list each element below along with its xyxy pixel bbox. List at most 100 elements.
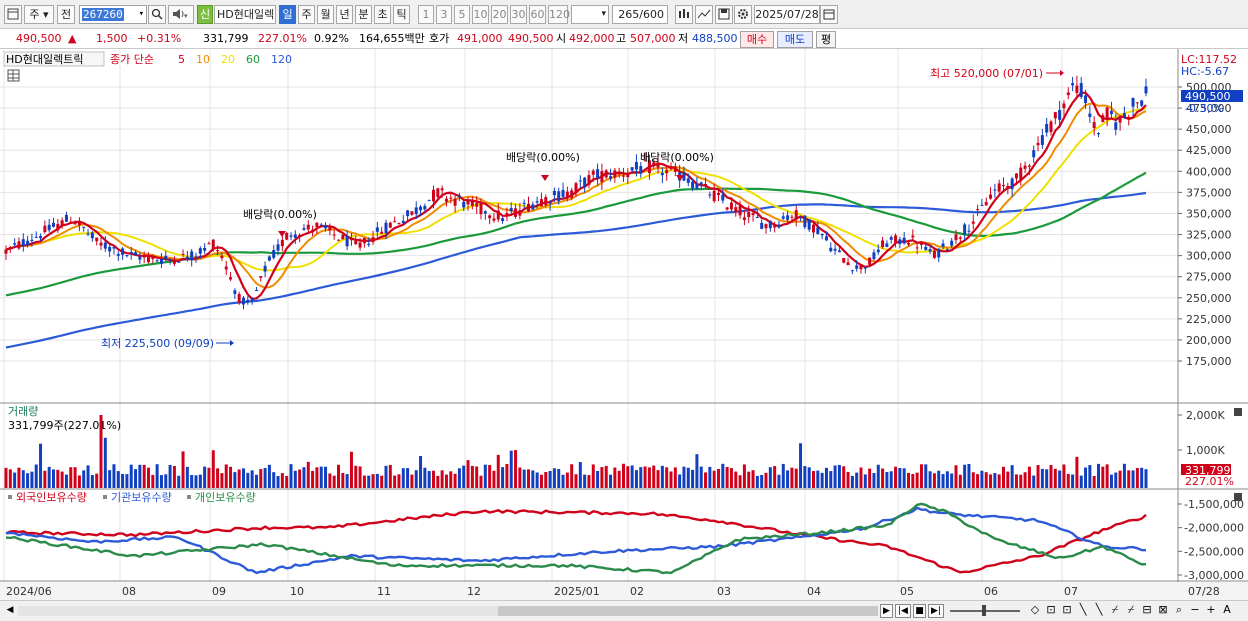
tool-icon[interactable]: ⊡ <box>1046 603 1056 616</box>
prev-button[interactable]: 전 <box>57 5 75 24</box>
volume-bar <box>1014 474 1018 488</box>
volume-bar <box>807 467 811 488</box>
interval-button[interactable]: 1 <box>418 5 434 24</box>
tool-icon[interactable]: ⊟ <box>1142 603 1152 616</box>
scroll-left-icon[interactable]: ◀ <box>6 605 14 615</box>
table-icon[interactable] <box>7 69 20 82</box>
candle-body <box>77 221 81 226</box>
volume-bar <box>190 475 194 488</box>
tool-icon[interactable]: A <box>1223 603 1231 616</box>
window-icon[interactable] <box>4 5 22 24</box>
candle-body <box>177 261 181 263</box>
calendar-icon[interactable] <box>820 5 838 24</box>
volume-bar <box>501 467 505 488</box>
period-tab[interactable]: 틱 <box>393 5 410 24</box>
volume-bar <box>902 468 906 488</box>
candle-body <box>349 237 353 241</box>
candle-body <box>837 250 841 253</box>
holdings-tick-label: -1,500,000 <box>1184 498 1244 511</box>
new-badge[interactable]: 신 <box>197 5 213 24</box>
search-icon[interactable] <box>148 5 166 24</box>
tool-icon[interactable]: + <box>1206 603 1216 616</box>
interval-button[interactable]: 20 <box>491 5 508 24</box>
candle-body <box>885 243 889 247</box>
volume-bar <box>1075 456 1079 488</box>
zoom-slider-handle[interactable] <box>982 605 986 616</box>
hc-label: HC:-5.67 <box>1181 65 1229 78</box>
tool-icon[interactable]: − <box>1190 603 1200 616</box>
scroll-track[interactable] <box>18 606 878 616</box>
stock-name-field[interactable]: HD현대일렉 <box>214 5 276 24</box>
period-tab[interactable]: 초 <box>374 5 391 24</box>
tool-icon[interactable]: ⊠ <box>1158 603 1168 616</box>
volume-bar <box>630 465 634 488</box>
volume-bar <box>647 467 651 488</box>
candle-body <box>1092 122 1096 129</box>
volume-bar <box>816 470 820 488</box>
candle-body <box>466 199 470 205</box>
code-input[interactable]: 267260 ▾ <box>79 5 147 24</box>
period-tab[interactable]: 일 <box>279 5 296 24</box>
interval-button[interactable]: 60 <box>529 5 546 24</box>
x-axis-label: 08 <box>122 585 136 598</box>
draw-icon[interactable] <box>695 5 713 24</box>
last-icon[interactable]: ▶| <box>928 604 944 618</box>
chart-tools-icon[interactable] <box>675 5 693 24</box>
candle-body <box>742 217 746 221</box>
period-tab[interactable]: 주 <box>298 5 315 24</box>
speaker-icon[interactable]: ▾ <box>168 5 194 24</box>
count-field[interactable]: 265/600 <box>612 5 668 24</box>
date-field[interactable]: 2025/07/28 <box>754 5 820 24</box>
interval-button[interactable]: 30 <box>510 5 527 24</box>
candle-body <box>185 256 189 260</box>
candle-body <box>298 235 302 237</box>
volume-bar <box>216 468 220 488</box>
tool-icon[interactable]: ⌕ <box>1175 603 1183 616</box>
tool-icon[interactable]: ╲ <box>1079 603 1087 616</box>
volume-bar <box>613 467 617 488</box>
volume-bar <box>829 471 833 488</box>
save-icon[interactable] <box>715 5 733 24</box>
tool-icon[interactable]: ◇ <box>1030 603 1040 616</box>
holdings-close-icon[interactable] <box>1234 493 1242 501</box>
period-tab[interactable]: 월 <box>317 5 334 24</box>
period-select[interactable]: 주 ▾ <box>24 5 54 24</box>
first-icon[interactable]: |◀ <box>895 604 911 618</box>
tool-icon[interactable]: ╲ <box>1095 603 1103 616</box>
price-tick-label: 300,000 <box>1186 250 1232 263</box>
x-axis-label: 12 <box>467 585 481 598</box>
candle-body <box>997 183 1001 192</box>
settings-icon[interactable] <box>734 5 752 24</box>
volume-bar <box>69 467 73 488</box>
price-tick-label: 400,000 <box>1186 165 1232 178</box>
buy-button[interactable]: 매수 <box>740 31 774 48</box>
eval-button[interactable]: 평 <box>816 31 836 48</box>
chart-area[interactable]: HD현대일렉트릭 종가 단순 5 10 20 60 120 최고 520,000 (07… <box>0 49 1248 600</box>
tool-icon[interactable]: ⊡ <box>1062 603 1072 616</box>
volume-bar <box>457 468 461 488</box>
tool-icon[interactable]: ⌿ <box>1127 603 1135 616</box>
candle-body <box>375 227 379 232</box>
volume-bar <box>194 475 198 488</box>
interval-button[interactable]: 120 <box>548 5 570 24</box>
stop-icon[interactable]: ■ <box>913 604 926 618</box>
candle-body <box>656 162 660 168</box>
candle-body <box>712 190 716 202</box>
volume-bar <box>824 467 828 488</box>
interval-button[interactable]: 3 <box>436 5 452 24</box>
period-tab[interactable]: 분 <box>355 5 372 24</box>
bottom-scrollbar: ◀ ▶ |◀ ■ ▶| ◇ ⊡ ⊡ ╲ ╲ ⌿ ⌿ ⊟ ⊠ ⌕ − + A <box>0 600 1248 621</box>
sell-button[interactable]: 매도 <box>777 31 813 48</box>
current-price: 490,500 <box>16 32 62 45</box>
interval-button[interactable]: 5 <box>454 5 470 24</box>
scroll-right-icon[interactable]: ▶ <box>880 604 893 618</box>
date-value: 2025/07/28 <box>755 8 819 21</box>
volume-close-icon[interactable] <box>1234 408 1242 416</box>
volume-bar <box>298 469 302 488</box>
scroll-thumb[interactable] <box>498 606 878 616</box>
interval-button[interactable]: 10 <box>472 5 489 24</box>
tool-icon[interactable]: ⌿ <box>1111 603 1119 616</box>
period-tab[interactable]: 년 <box>336 5 353 24</box>
volume-bar <box>77 475 81 488</box>
interval-select[interactable]: ▾ <box>571 5 609 24</box>
